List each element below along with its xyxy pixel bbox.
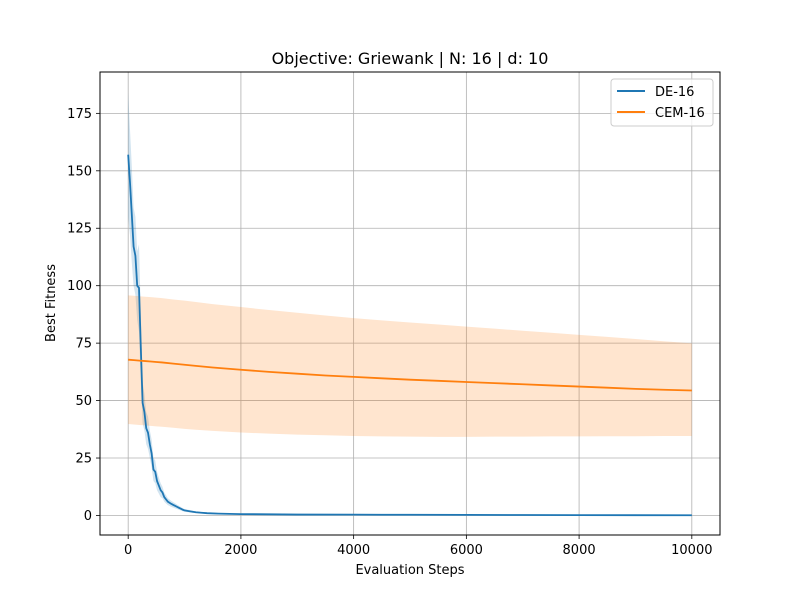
band-cem-16 <box>128 295 692 437</box>
x-tick-label: 2000 <box>224 543 257 558</box>
y-tick-label: 75 <box>75 337 92 352</box>
legend-label-cem-16: CEM-16 <box>655 106 705 121</box>
x-axis-ticks: 0 2000 4000 6000 8000 10000 <box>124 535 712 558</box>
chart-title: Objective: Griewank | N: 16 | d: 10 <box>272 49 549 68</box>
x-tick-label: 4000 <box>337 543 370 558</box>
legend-label-de-16: DE-16 <box>655 85 694 100</box>
y-tick-label: 0 <box>84 509 92 524</box>
x-tick-label: 10000 <box>671 543 712 558</box>
legend: DE-16 CEM-16 <box>610 78 714 127</box>
line-cem-16 <box>128 358 692 392</box>
grid-lines <box>100 72 720 535</box>
confidence-bands <box>128 92 692 516</box>
y-tick-label: 100 <box>67 279 92 294</box>
y-axis-ticks: 0 25 50 75 100 125 150 175 <box>67 107 100 524</box>
plot-frame <box>99 71 721 536</box>
x-tick-label: 0 <box>124 543 132 558</box>
x-axis-label: Evaluation Steps <box>355 563 464 578</box>
y-tick-label: 125 <box>67 222 92 237</box>
x-tick-label: 6000 <box>450 543 483 558</box>
y-tick-label: 50 <box>75 394 92 409</box>
y-axis-label: Best Fitness <box>44 264 59 342</box>
x-tick-label: 8000 <box>563 543 596 558</box>
line-de-16 <box>127 154 692 517</box>
y-tick-label: 175 <box>67 107 92 122</box>
y-tick-label: 25 <box>75 452 92 467</box>
y-tick-label: 150 <box>67 164 92 179</box>
series-lines <box>127 154 692 517</box>
